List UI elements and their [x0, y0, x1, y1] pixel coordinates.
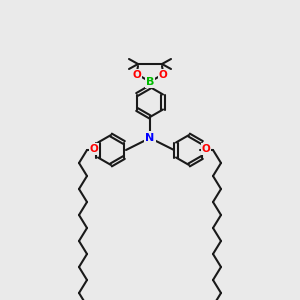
Text: O: O	[90, 144, 98, 154]
Text: N: N	[146, 133, 154, 143]
Text: B: B	[146, 77, 154, 87]
Text: O: O	[133, 70, 141, 80]
Text: O: O	[202, 144, 210, 154]
Text: O: O	[159, 70, 167, 80]
